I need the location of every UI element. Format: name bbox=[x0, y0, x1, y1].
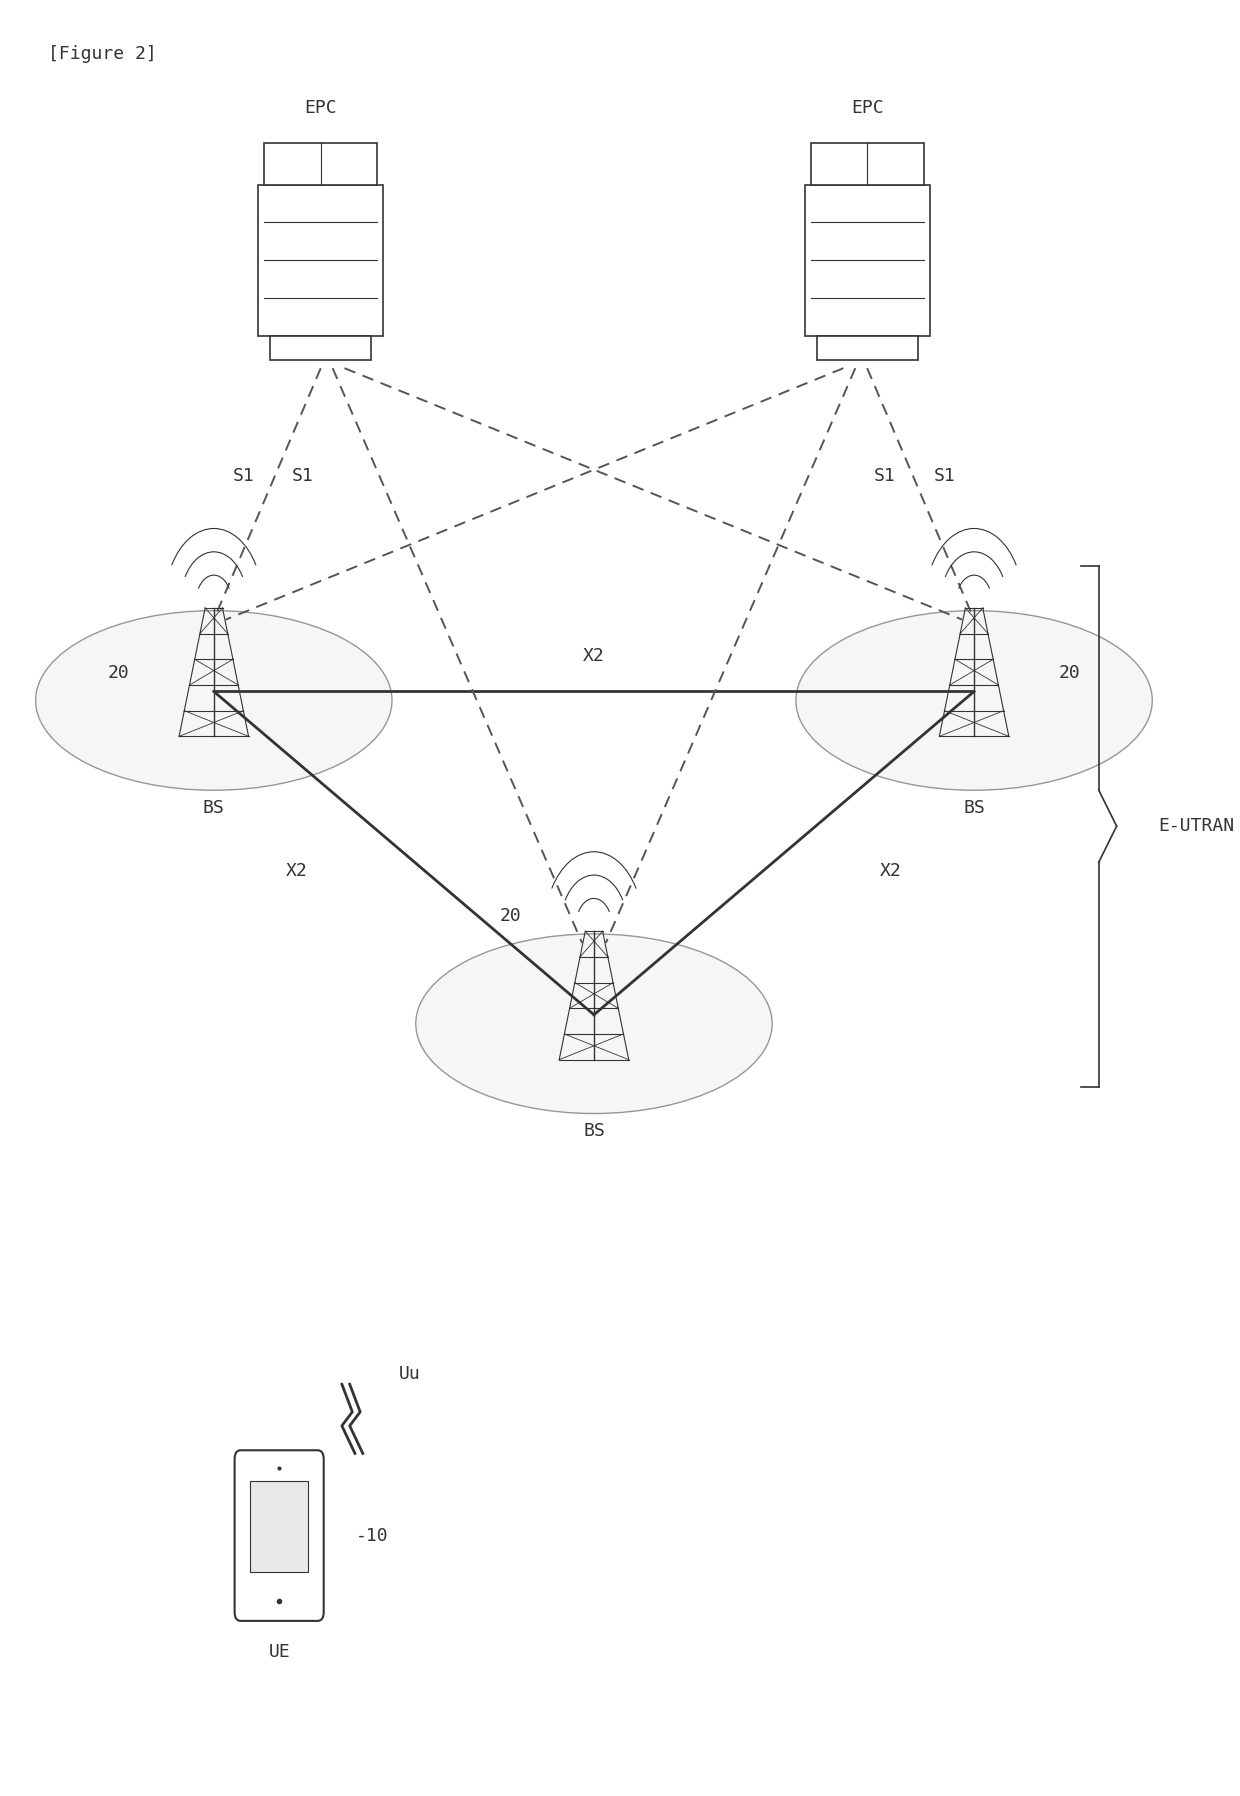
Ellipse shape bbox=[415, 934, 773, 1114]
Bar bbox=[258, 185, 383, 336]
Bar bbox=[811, 142, 924, 185]
FancyBboxPatch shape bbox=[234, 1451, 324, 1622]
Bar bbox=[264, 142, 377, 185]
Text: Uu: Uu bbox=[399, 1365, 420, 1383]
Text: X2: X2 bbox=[286, 862, 308, 880]
Text: 20: 20 bbox=[108, 665, 130, 682]
Text: 20: 20 bbox=[500, 907, 522, 925]
Text: 20: 20 bbox=[1058, 665, 1080, 682]
Text: UE: UE bbox=[268, 1643, 290, 1661]
Text: X2: X2 bbox=[880, 862, 901, 880]
Text: EPC: EPC bbox=[851, 99, 883, 117]
Text: E-UTRAN: E-UTRAN bbox=[1158, 817, 1234, 835]
Text: X2: X2 bbox=[583, 647, 605, 665]
Bar bbox=[817, 336, 918, 359]
Text: EPC: EPC bbox=[305, 99, 337, 117]
Ellipse shape bbox=[36, 611, 392, 790]
Text: S1: S1 bbox=[934, 467, 955, 485]
Ellipse shape bbox=[796, 611, 1152, 790]
Bar bbox=[250, 1480, 308, 1572]
Text: S1: S1 bbox=[293, 467, 314, 485]
Bar bbox=[270, 336, 371, 359]
Text: BS: BS bbox=[583, 1122, 605, 1140]
Text: S1: S1 bbox=[233, 467, 254, 485]
Bar bbox=[805, 185, 930, 336]
Text: [Figure 2]: [Figure 2] bbox=[47, 45, 156, 63]
Text: BS: BS bbox=[203, 799, 224, 817]
Text: -10: -10 bbox=[356, 1527, 389, 1545]
Text: S1: S1 bbox=[874, 467, 895, 485]
Text: BS: BS bbox=[963, 799, 985, 817]
